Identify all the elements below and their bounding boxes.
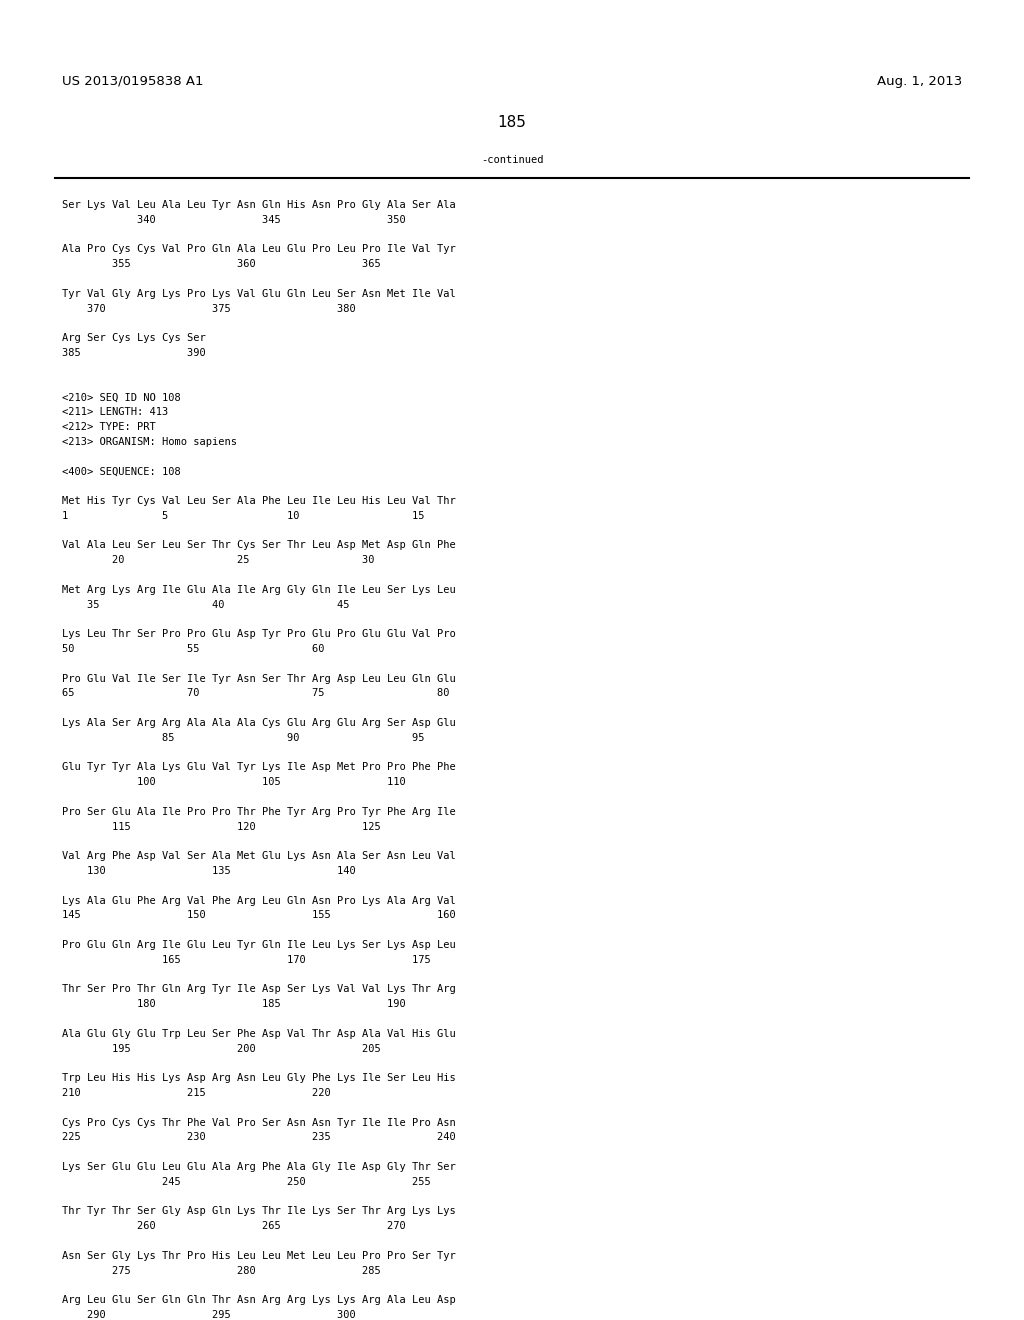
Text: Ser Lys Val Leu Ala Leu Tyr Asn Gln His Asn Pro Gly Ala Ser Ala: Ser Lys Val Leu Ala Leu Tyr Asn Gln His … [62,201,456,210]
Text: Pro Glu Val Ile Ser Ile Tyr Asn Ser Thr Arg Asp Leu Leu Gln Glu: Pro Glu Val Ile Ser Ile Tyr Asn Ser Thr … [62,673,456,684]
Text: 260                 265                 270: 260 265 270 [62,1221,406,1232]
Text: <400> SEQUENCE: 108: <400> SEQUENCE: 108 [62,466,181,477]
Text: Lys Ser Glu Glu Leu Glu Ala Arg Phe Ala Gly Ile Asp Gly Thr Ser: Lys Ser Glu Glu Leu Glu Ala Arg Phe Ala … [62,1162,456,1172]
Text: 340                 345                 350: 340 345 350 [62,215,406,224]
Text: Trp Leu His His Lys Asp Arg Asn Leu Gly Phe Lys Ile Ser Leu His: Trp Leu His His Lys Asp Arg Asn Leu Gly … [62,1073,456,1084]
Text: Aug. 1, 2013: Aug. 1, 2013 [877,75,962,88]
Text: 370                 375                 380: 370 375 380 [62,304,355,314]
Text: Met Arg Lys Arg Ile Glu Ala Ile Arg Gly Gln Ile Leu Ser Lys Leu: Met Arg Lys Arg Ile Glu Ala Ile Arg Gly … [62,585,456,595]
Text: Pro Ser Glu Ala Ile Pro Pro Thr Phe Tyr Arg Pro Tyr Phe Arg Ile: Pro Ser Glu Ala Ile Pro Pro Thr Phe Tyr … [62,807,456,817]
Text: Ala Glu Gly Glu Trp Leu Ser Phe Asp Val Thr Asp Ala Val His Glu: Ala Glu Gly Glu Trp Leu Ser Phe Asp Val … [62,1028,456,1039]
Text: 85                  90                  95: 85 90 95 [62,733,425,743]
Text: Arg Leu Glu Ser Gln Gln Thr Asn Arg Arg Lys Lys Arg Ala Leu Asp: Arg Leu Glu Ser Gln Gln Thr Asn Arg Arg … [62,1295,456,1305]
Text: Glu Tyr Tyr Ala Lys Glu Val Tyr Lys Ile Asp Met Pro Pro Phe Phe: Glu Tyr Tyr Ala Lys Glu Val Tyr Lys Ile … [62,763,456,772]
Text: Val Arg Phe Asp Val Ser Ala Met Glu Lys Asn Ala Ser Asn Leu Val: Val Arg Phe Asp Val Ser Ala Met Glu Lys … [62,851,456,861]
Text: Lys Leu Thr Ser Pro Pro Glu Asp Tyr Pro Glu Pro Glu Glu Val Pro: Lys Leu Thr Ser Pro Pro Glu Asp Tyr Pro … [62,630,456,639]
Text: US 2013/0195838 A1: US 2013/0195838 A1 [62,75,204,88]
Text: Ala Pro Cys Cys Val Pro Gln Ala Leu Glu Pro Leu Pro Ile Val Tyr: Ala Pro Cys Cys Val Pro Gln Ala Leu Glu … [62,244,456,255]
Text: 1               5                   10                  15: 1 5 10 15 [62,511,425,521]
Text: -continued: -continued [480,154,544,165]
Text: <213> ORGANISM: Homo sapiens: <213> ORGANISM: Homo sapiens [62,437,237,446]
Text: 180                 185                 190: 180 185 190 [62,999,406,1010]
Text: Thr Ser Pro Thr Gln Arg Tyr Ile Asp Ser Lys Val Val Lys Thr Arg: Thr Ser Pro Thr Gln Arg Tyr Ile Asp Ser … [62,985,456,994]
Text: 290                 295                 300: 290 295 300 [62,1309,355,1320]
Text: Met His Tyr Cys Val Leu Ser Ala Phe Leu Ile Leu His Leu Val Thr: Met His Tyr Cys Val Leu Ser Ala Phe Leu … [62,496,456,506]
Text: 245                 250                 255: 245 250 255 [62,1177,431,1187]
Text: 210                 215                 220: 210 215 220 [62,1088,331,1098]
Text: <210> SEQ ID NO 108: <210> SEQ ID NO 108 [62,392,181,403]
Text: Thr Tyr Thr Ser Gly Asp Gln Lys Thr Ile Lys Ser Thr Arg Lys Lys: Thr Tyr Thr Ser Gly Asp Gln Lys Thr Ile … [62,1206,456,1217]
Text: 165                 170                 175: 165 170 175 [62,954,431,965]
Text: Tyr Val Gly Arg Lys Pro Lys Val Glu Gln Leu Ser Asn Met Ile Val: Tyr Val Gly Arg Lys Pro Lys Val Glu Gln … [62,289,456,298]
Text: Lys Ala Glu Phe Arg Val Phe Arg Leu Gln Asn Pro Lys Ala Arg Val: Lys Ala Glu Phe Arg Val Phe Arg Leu Gln … [62,895,456,906]
Text: 185: 185 [498,115,526,129]
Text: 115                 120                 125: 115 120 125 [62,821,381,832]
Text: 355                 360                 365: 355 360 365 [62,259,381,269]
Text: Pro Glu Gln Arg Ile Glu Leu Tyr Gln Ile Leu Lys Ser Lys Asp Leu: Pro Glu Gln Arg Ile Glu Leu Tyr Gln Ile … [62,940,456,950]
Text: 130                 135                 140: 130 135 140 [62,866,355,876]
Text: Lys Ala Ser Arg Arg Ala Ala Ala Cys Glu Arg Glu Arg Ser Asp Glu: Lys Ala Ser Arg Arg Ala Ala Ala Cys Glu … [62,718,456,729]
Text: 145                 150                 155                 160: 145 150 155 160 [62,911,456,920]
Text: 275                 280                 285: 275 280 285 [62,1266,381,1275]
Text: 385                 390: 385 390 [62,348,206,358]
Text: Cys Pro Cys Cys Thr Phe Val Pro Ser Asn Asn Tyr Ile Ile Pro Asn: Cys Pro Cys Cys Thr Phe Val Pro Ser Asn … [62,1118,456,1127]
Text: Val Ala Leu Ser Leu Ser Thr Cys Ser Thr Leu Asp Met Asp Gln Phe: Val Ala Leu Ser Leu Ser Thr Cys Ser Thr … [62,540,456,550]
Text: 20                  25                  30: 20 25 30 [62,556,375,565]
Text: 100                 105                 110: 100 105 110 [62,777,406,787]
Text: 195                 200                 205: 195 200 205 [62,1044,381,1053]
Text: 50                  55                  60: 50 55 60 [62,644,325,653]
Text: <212> TYPE: PRT: <212> TYPE: PRT [62,422,156,432]
Text: Arg Ser Cys Lys Cys Ser: Arg Ser Cys Lys Cys Ser [62,333,206,343]
Text: 225                 230                 235                 240: 225 230 235 240 [62,1133,456,1142]
Text: Asn Ser Gly Lys Thr Pro His Leu Leu Met Leu Leu Pro Pro Ser Tyr: Asn Ser Gly Lys Thr Pro His Leu Leu Met … [62,1251,456,1261]
Text: 35                  40                  45: 35 40 45 [62,599,349,610]
Text: <211> LENGTH: 413: <211> LENGTH: 413 [62,407,168,417]
Text: 65                  70                  75                  80: 65 70 75 80 [62,689,450,698]
